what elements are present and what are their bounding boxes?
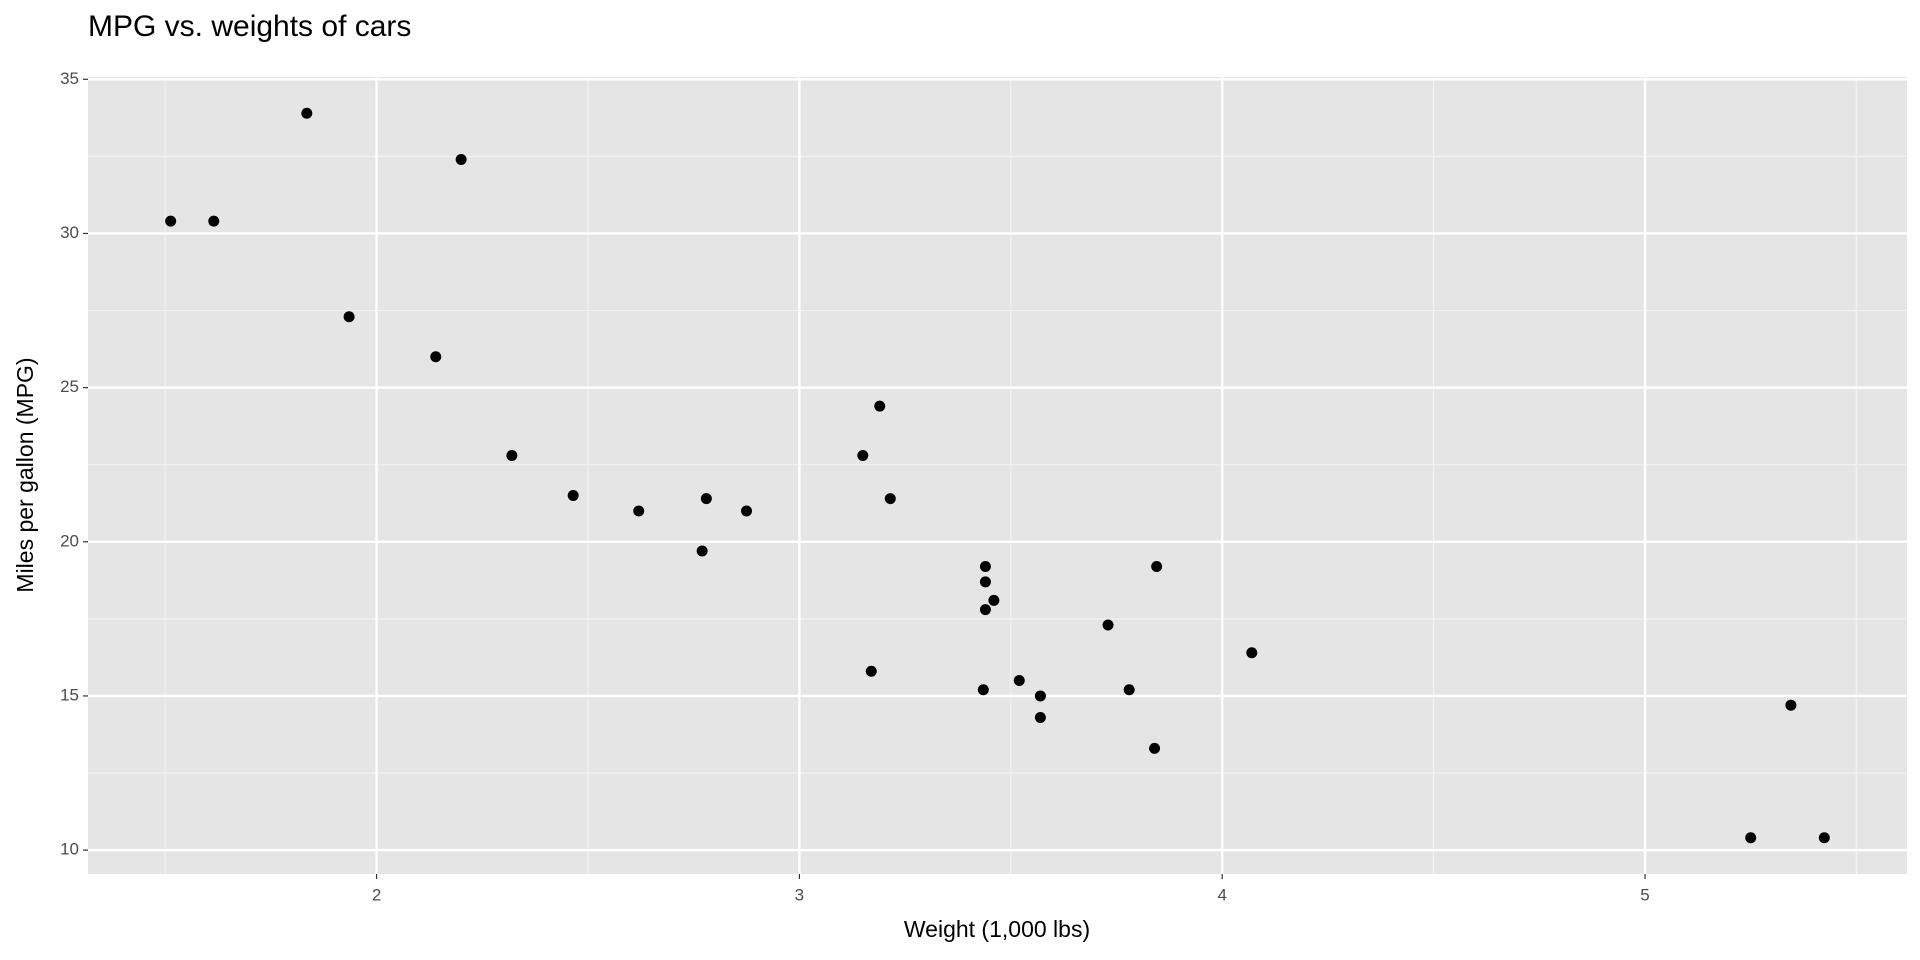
- point: [857, 449, 869, 461]
- x-axis-title: Weight (1,000 lbs): [904, 916, 1090, 942]
- point: [1013, 675, 1025, 687]
- point: [979, 560, 991, 572]
- x-tick-label: 2: [372, 885, 381, 904]
- point: [1151, 560, 1163, 572]
- point: [988, 594, 1000, 606]
- point: [567, 490, 579, 502]
- point: [1246, 647, 1258, 659]
- y-tick-label: 30: [60, 223, 79, 242]
- point: [1034, 690, 1046, 702]
- point: [301, 107, 313, 119]
- point: [633, 505, 645, 517]
- point: [208, 215, 220, 227]
- x-tick-label: 4: [1217, 885, 1226, 904]
- point: [506, 449, 518, 461]
- point: [165, 215, 177, 227]
- y-tick-label: 10: [60, 840, 79, 859]
- point: [865, 665, 877, 677]
- point: [430, 351, 442, 363]
- point: [1785, 699, 1797, 711]
- point: [696, 545, 708, 557]
- chart-title: MPG vs. weights of cars: [88, 10, 411, 43]
- point: [1818, 832, 1830, 844]
- y-tick-label: 35: [60, 69, 79, 88]
- points: [165, 107, 1830, 844]
- y-tick-label: 25: [60, 377, 79, 396]
- point: [977, 684, 989, 696]
- y-tick-label: 20: [60, 531, 79, 550]
- point: [343, 311, 355, 323]
- point: [979, 576, 991, 588]
- point: [1123, 684, 1135, 696]
- point: [741, 505, 753, 517]
- point: [1149, 742, 1161, 754]
- point: [1102, 619, 1114, 631]
- point: [874, 400, 886, 412]
- point: [1745, 832, 1757, 844]
- point: [1034, 712, 1046, 724]
- panel: [88, 77, 1907, 874]
- point: [700, 493, 712, 505]
- y-axis-title: Miles per gallon (MPG): [12, 357, 38, 592]
- point: [884, 493, 896, 505]
- point: [455, 153, 467, 165]
- y-tick-label: 15: [60, 685, 79, 704]
- x-tick-label: 5: [1640, 885, 1649, 904]
- x-tick-label: 3: [795, 885, 804, 904]
- grid: [88, 77, 1907, 874]
- point: [979, 604, 991, 616]
